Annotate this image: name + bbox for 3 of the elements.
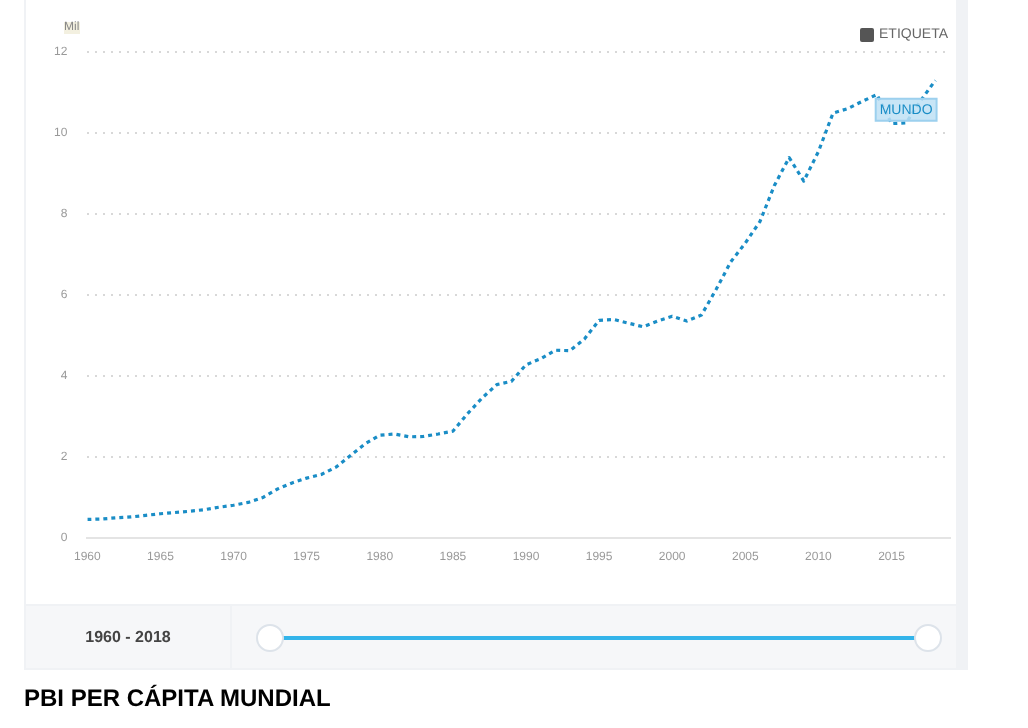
line-series (87, 78, 937, 521)
text: PBI PER CÁPITA MUNDIAL (24, 684, 331, 712)
text: 1960 - 2018 (26, 606, 230, 668)
